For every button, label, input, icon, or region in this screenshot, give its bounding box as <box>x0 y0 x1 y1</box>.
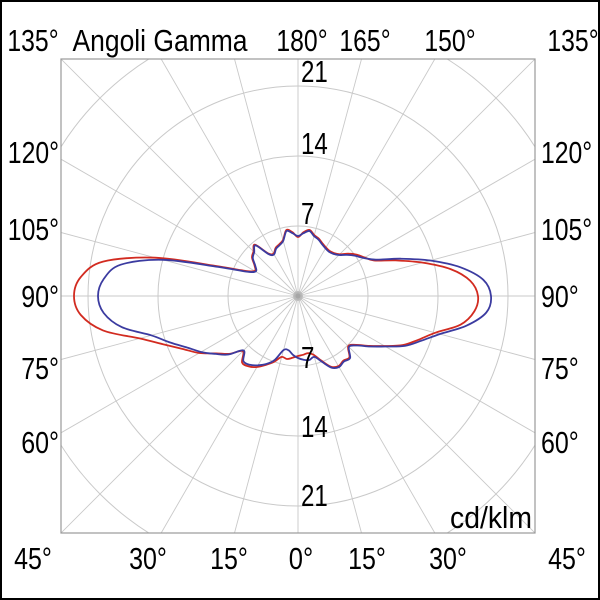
grid-ray-240 <box>61 158 299 297</box>
grid-ray-315 <box>61 295 299 533</box>
angle-label-bottom-6: 45° <box>548 541 586 576</box>
plot-border <box>60 58 536 534</box>
grid-ray-165 <box>297 59 362 297</box>
radial-tick-above-1: 14 <box>301 126 328 161</box>
center-dot <box>295 293 301 299</box>
angle-label-right-4: 60° <box>541 425 579 460</box>
angle-label-bottom-0: 45° <box>14 541 52 576</box>
angle-label-bottom-5: 30° <box>429 541 467 576</box>
angle-label-top-1: 180° <box>276 23 327 58</box>
grid-ray-120 <box>297 158 535 297</box>
radial-tick-above-2: 7 <box>301 196 314 231</box>
grid-ray-135 <box>297 59 535 297</box>
angle-label-top-0: 135° <box>7 23 58 58</box>
angle-label-right-2: 90° <box>541 279 579 314</box>
grid-ray-105 <box>297 232 535 297</box>
radial-tick-below-2: 21 <box>301 478 328 513</box>
angle-label-left-3: 75° <box>21 351 59 386</box>
angle-label-top-2: 165° <box>339 23 390 58</box>
angle-label-left-0: 120° <box>8 135 59 170</box>
grid-ray-45 <box>297 295 535 533</box>
radial-tick-below-1: 14 <box>301 409 328 444</box>
grid-ray-225 <box>61 59 299 297</box>
axis-labels: Angoli Gamma cd/klm 135° 180° 165° 150° 135°… <box>7 23 598 576</box>
grid-ray-345 <box>234 295 299 533</box>
angle-label-bottom-1: 30° <box>129 541 167 576</box>
grid-ray-195 <box>234 59 299 297</box>
angle-label-left-1: 105° <box>8 212 59 247</box>
angle-label-top-4: 135° <box>547 23 598 58</box>
angle-label-right-1: 105° <box>541 212 592 247</box>
angle-label-right-3: 75° <box>541 351 579 386</box>
grid-ray-255 <box>61 232 299 297</box>
angle-label-left-4: 60° <box>21 425 59 460</box>
angle-label-left-2: 90° <box>21 279 59 314</box>
angle-label-bottom-2: 15° <box>210 541 248 576</box>
radial-tick-below-0: 7 <box>301 340 314 375</box>
unit-label: cd/klm <box>450 500 532 535</box>
curve-blue <box>97 229 493 369</box>
grid-ray-330 <box>160 295 299 533</box>
grid-ray-75 <box>297 295 535 360</box>
angle-label-right-0: 120° <box>541 135 592 170</box>
radial-tick-above-0: 21 <box>301 54 328 89</box>
angle-label-bottom-4: 15° <box>348 541 386 576</box>
grid-ray-60 <box>297 295 535 434</box>
angle-label-bottom-3: 0° <box>289 541 313 576</box>
grid-ray-150 <box>297 59 436 297</box>
intensity-curves <box>73 228 493 369</box>
grid-ray-30 <box>297 295 436 533</box>
grid-ray-300 <box>61 295 299 434</box>
grid-ray-285 <box>61 295 299 360</box>
chart-title: Angoli Gamma <box>73 23 249 58</box>
grid-ray-210 <box>160 59 299 297</box>
grid-ray-15 <box>297 295 362 533</box>
angle-label-top-3: 150° <box>424 23 475 58</box>
